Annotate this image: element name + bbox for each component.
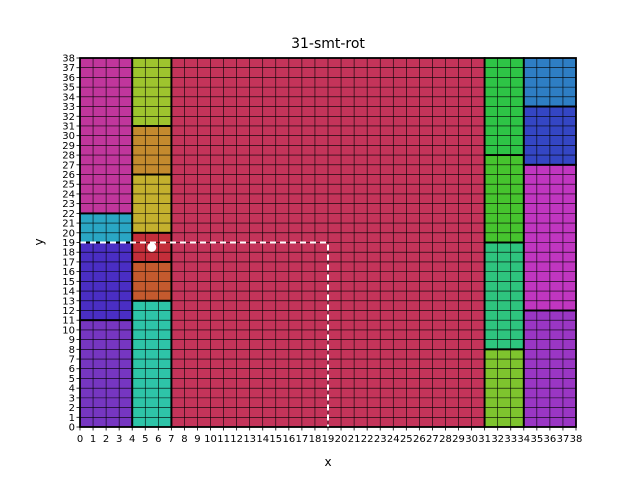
x-tick-label: 3 [116, 434, 122, 445]
guide-layer [80, 241, 329, 427]
y-tick-label: 37 [62, 63, 75, 74]
y-tick-label: 33 [62, 102, 75, 113]
chart-title: 31-smt-rot [291, 36, 365, 52]
y-tick-label: 36 [62, 73, 75, 84]
y-tick-label: 30 [62, 131, 75, 142]
y-tick-label: 5 [69, 374, 75, 385]
y-tick-label: 23 [62, 199, 75, 210]
rect-region-8 [132, 125, 172, 175]
x-tick-label: 5 [142, 434, 148, 445]
x-tick-label: 19 [322, 434, 335, 445]
x-tick-label: 10 [204, 434, 217, 445]
x-tick-label: 0 [77, 434, 83, 445]
y-tick-label: 34 [62, 92, 75, 103]
x-tick-label: 12 [230, 434, 243, 445]
x-tick-label: 11 [217, 434, 230, 445]
y-tick-label: 15 [62, 277, 75, 288]
position-marker [147, 242, 157, 252]
rect-region-13 [484, 155, 524, 243]
y-tick-label: 31 [62, 121, 75, 132]
y-tick-label: 26 [62, 170, 75, 181]
y-tick-label: 21 [62, 219, 75, 230]
x-tick-label: 24 [387, 434, 400, 445]
y-tick-label: 18 [62, 248, 75, 259]
y-tick-label: 35 [62, 83, 75, 94]
x-tick-label: 16 [282, 434, 295, 445]
x-tick-label: 25 [400, 434, 413, 445]
x-tick-label: 17 [296, 434, 309, 445]
x-tick-label: 2 [103, 434, 109, 445]
x-tick-label: 28 [439, 434, 452, 445]
y-tick-label: 22 [62, 209, 75, 220]
y-tick-label: 0 [69, 423, 75, 434]
x-tick-label: 29 [452, 434, 465, 445]
x-tick-label: 9 [194, 434, 200, 445]
x-tick-label: 23 [374, 434, 387, 445]
y-tick-label: 14 [62, 287, 75, 298]
y-ticks: 0123456789101112131415161718192021222324… [62, 54, 80, 434]
x-tick-label: 26 [413, 434, 426, 445]
x-tick-label: 21 [348, 434, 361, 445]
y-tick-label: 38 [62, 54, 75, 65]
x-tick-label: 36 [544, 434, 557, 445]
x-tick-label: 15 [269, 434, 282, 445]
rect-region-4 [132, 300, 172, 427]
y-tick-label: 10 [62, 325, 75, 336]
rect-region-9 [132, 58, 172, 126]
y-tick-label: 20 [62, 228, 75, 239]
x-tick-label: 13 [243, 434, 256, 445]
x-tick-label: 14 [256, 434, 269, 445]
x-tick-label: 30 [465, 434, 478, 445]
y-tick-label: 28 [62, 151, 75, 162]
x-tick-label: 1 [90, 434, 96, 445]
x-axis-label: x [324, 455, 331, 469]
y-tick-label: 3 [69, 393, 75, 404]
y-tick-label: 25 [62, 180, 75, 191]
y-tick-label: 16 [62, 267, 75, 278]
x-tick-label: 31 [478, 434, 491, 445]
y-tick-label: 12 [62, 306, 75, 317]
y-tick-label: 19 [62, 238, 75, 249]
y-tick-label: 29 [62, 141, 75, 152]
x-tick-label: 33 [504, 434, 517, 445]
x-ticks: 0 1 2 3 4 5 6 7 8 9 10 11 12 13 14 15 16 17 18 19 20 21 22 23 24… [77, 427, 583, 445]
y-tick-label: 1 [69, 413, 75, 424]
y-tick-label: 32 [62, 112, 75, 123]
y-tick-label: 13 [62, 296, 75, 307]
dashed-guide-line [80, 241, 329, 427]
x-tick-label: 20 [335, 434, 348, 445]
y-tick-label: 6 [69, 364, 75, 375]
y-tick-label: 4 [69, 384, 75, 395]
x-tick-label: 27 [426, 434, 439, 445]
x-tick-label: 35 [530, 434, 543, 445]
x-tick-label: 8 [181, 434, 187, 445]
y-tick-label: 7 [69, 355, 75, 366]
x-tick-label: 34 [517, 434, 530, 445]
x-tick-label: 7 [168, 434, 174, 445]
y-tick-label: 8 [69, 345, 75, 356]
x-tick-label: 18 [309, 434, 322, 445]
y-tick-label: 2 [69, 403, 75, 414]
x-tick-label: 32 [491, 434, 504, 445]
y-axis-label: y [32, 238, 46, 245]
y-tick-label: 9 [69, 335, 75, 346]
y-tick-label: 24 [62, 189, 75, 200]
y-tick-label: 27 [62, 160, 75, 171]
y-tick-label: 17 [62, 257, 75, 268]
x-tick-label: 37 [557, 434, 570, 445]
x-tick-label: 4 [129, 434, 135, 445]
x-tick-label: 38 [570, 434, 583, 445]
x-tick-label: 22 [361, 434, 374, 445]
y-tick-label: 11 [62, 316, 75, 327]
x-tick-label: 6 [155, 434, 161, 445]
rect-region-12 [484, 242, 524, 350]
